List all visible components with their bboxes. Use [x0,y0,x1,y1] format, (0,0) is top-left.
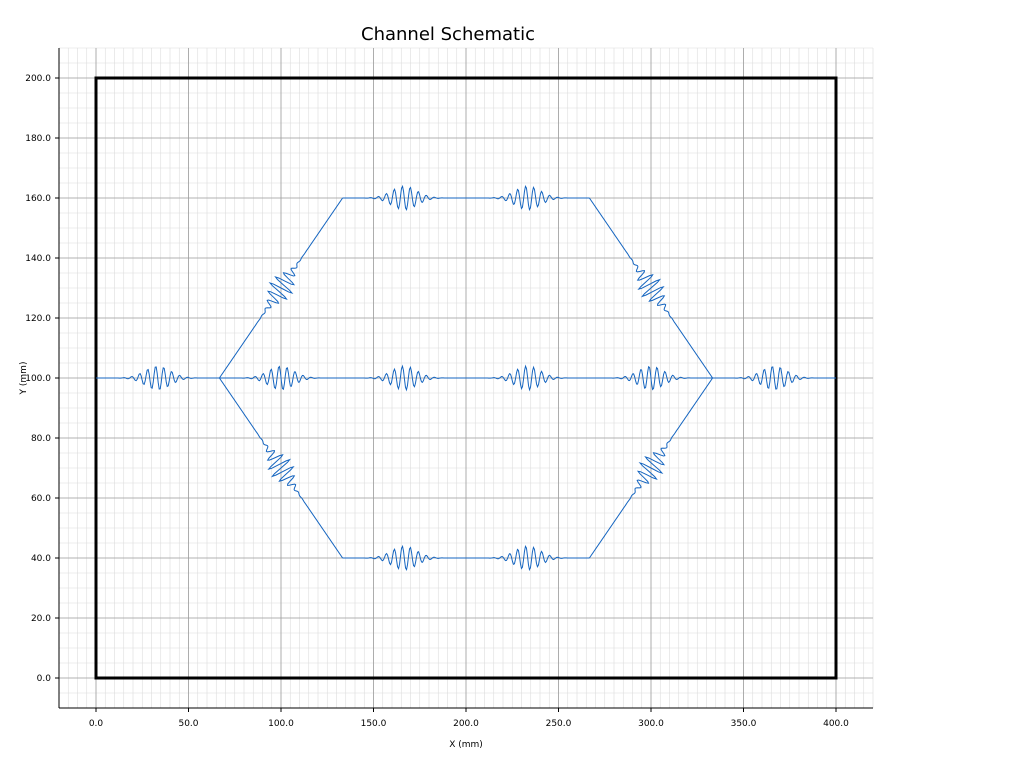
y-tick-label: 140.0 [25,254,51,264]
x-tick-label: 50.0 [178,719,198,729]
x-axis-ticks: 0.0 50.0 100.0 150.0 200.0 250.0 300.0 350.0 400… [89,708,849,729]
x-tick-label: 350.0 [731,719,757,729]
chart-title: Channel Schematic [361,24,535,45]
x-tick-label: 0.0 [89,719,104,729]
x-tick-label: 250.0 [546,719,572,729]
y-axis-ticks: 0.0 20.0 40.0 60.0 80.0 100.0 120.0 140.0 160.0 1… [25,74,59,684]
y-tick-label: 200.0 [25,74,51,84]
x-tick-label: 300.0 [638,719,664,729]
channel-segment [218,197,344,379]
channel-segment [588,197,714,379]
channel-segment [712,366,836,390]
y-tick-label: 160.0 [25,194,51,204]
channel-network [96,184,836,572]
y-axis-label: Y (mm) [19,362,29,396]
y-tick-label: 20.0 [31,614,51,624]
channel-segment [588,377,714,559]
x-axis-label: X (mm) [449,740,483,750]
channel-segment [96,366,220,390]
y-tick-label: 0.0 [37,674,52,684]
channel-segment [218,377,344,559]
channel-segment [342,184,590,212]
channel-segment [342,544,590,572]
y-tick-label: 100.0 [25,374,51,384]
y-tick-label: 60.0 [31,494,51,504]
x-tick-label: 200.0 [453,719,479,729]
y-tick-label: 180.0 [25,134,51,144]
channel-segment [219,364,713,392]
y-tick-label: 40.0 [31,554,51,564]
y-tick-label: 120.0 [25,314,51,324]
y-tick-label: 80.0 [31,434,51,444]
x-tick-label: 400.0 [823,719,849,729]
x-tick-label: 150.0 [361,719,387,729]
x-tick-label: 100.0 [268,719,294,729]
